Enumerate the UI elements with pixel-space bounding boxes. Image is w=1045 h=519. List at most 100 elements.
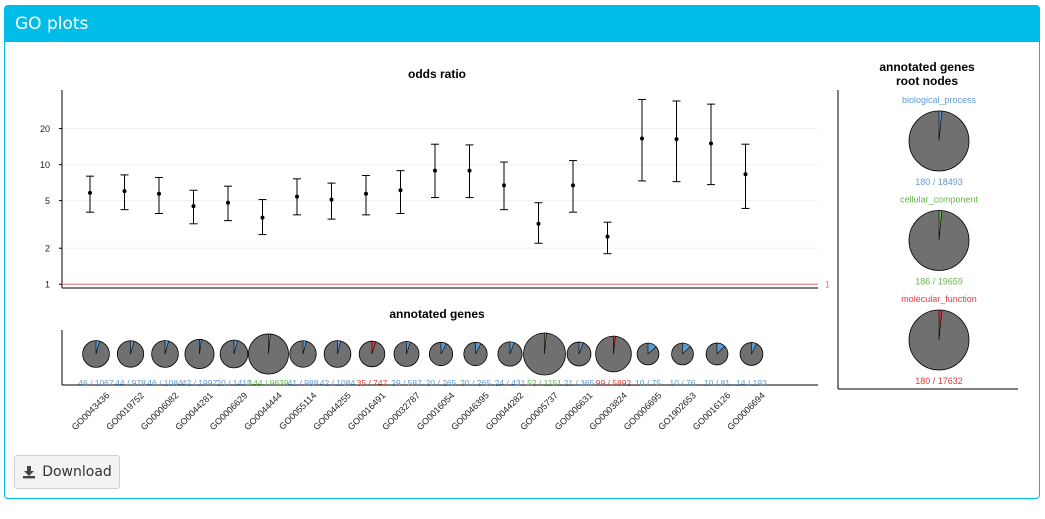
pie-count-label: 24 / 431 [495,378,526,388]
category-pie: 10 / 76 [670,342,696,388]
pie-slice [544,332,547,355]
root-node-count: 180 / 17632 [915,376,963,386]
odds-point-range [638,98,646,182]
odds-ratio-title: odds ratio [408,67,466,81]
odds-point-range [258,199,267,236]
pie-slice [682,342,691,355]
pie-slice [613,335,616,355]
root-nodes-title-line1: annotated genes [879,60,975,74]
y-tick-label: 5 [45,196,50,206]
odds-point [502,183,506,188]
pie-count-label: 44 / 978 [115,378,146,388]
download-label: Download [42,464,112,480]
odds-point-range [189,189,198,225]
odds-point-range [534,202,543,244]
odds-point-range [120,174,129,211]
category-pie: 20 / 265 [426,341,457,388]
pie-count-label: 42 / 1997 [182,378,218,388]
odds-point-range [396,170,405,215]
pie-count-label: 20 / 265 [460,378,491,388]
pie-count-label: 41 / 988 [288,378,319,388]
pie-count-label: 99 / 5892 [596,378,632,388]
pie-slice [95,340,100,355]
root-node-count: 180 / 18493 [915,177,963,187]
category-pie: 99 / 5892 [595,335,632,388]
category-pie: 24 / 431 [495,341,526,388]
odds-point-range [431,143,439,199]
odds-point [467,168,472,173]
root-node-name: molecular_function [901,294,977,304]
pie-count-label: 29 / 587 [391,378,422,388]
category-pie: 41 / 988 [288,340,319,388]
category-pie: 20 / 1415 [216,339,252,388]
odds-point [571,183,575,188]
reference-line-label: 1 [825,280,830,290]
root-nodes-title-line2: root nodes [896,74,958,88]
odds-point-range [465,144,474,199]
download-button[interactable]: Download [14,455,120,489]
odds-point [605,234,610,239]
pie-count-label: 20 / 265 [426,378,457,388]
pie-slice [268,333,271,355]
pie-count-label: 14 / 193 [736,378,767,388]
odds-point [226,200,230,205]
pie-count-label: 35 / 747 [357,378,388,388]
odds-point [433,168,437,173]
panel-title: GO plots [5,6,1039,42]
category-pie: 46 / 1067 [78,340,114,388]
odds-point-range [327,182,336,220]
pie-slice [647,342,657,355]
pie-count-label: 42 / 1084 [320,378,356,388]
category-pie: 29 / 587 [391,341,422,388]
pie-slice [371,340,377,355]
odds-point [329,197,334,202]
category-pie: 144 / 9639 [248,333,289,388]
root-node-pie: cellular_component 186 / 19659 [900,195,979,287]
odds-point-range [741,143,750,209]
odds-point [88,190,92,195]
go-plots-panel: GO plots [4,5,1040,499]
root-node-pie: molecular_function 180 / 17632 [901,294,977,386]
category-pie: 35 / 747 [357,340,388,388]
category-pie: 42 / 1997 [182,339,218,388]
odds-point [709,141,713,146]
odds-point [674,137,679,142]
pie-slice [440,342,447,355]
odds-point [398,188,403,193]
pie-count-label: 52 / 1151 [527,378,562,388]
pie-slice [337,340,342,355]
root-node-name: cellular_component [900,195,979,205]
pie-count-label: 21 / 365 [564,378,595,388]
category-pie: 46 / 1084 [147,340,183,388]
category-pie: 10 / 81 [704,342,730,388]
root-node-count: 186 / 19659 [915,277,963,287]
odds-point [260,215,265,220]
pie-slice [164,340,169,355]
odds-point-range [672,100,681,183]
category-pie: 52 / 1151 [523,332,566,388]
y-tick-label: 20 [40,124,50,134]
pie-slice [302,340,307,355]
pie-slice [233,339,239,355]
pie-slice [509,341,515,355]
root-node-name: biological_process [902,95,977,105]
odds-point [191,204,196,209]
odds-point-range [603,221,612,255]
pie-count-label: 10 / 81 [704,378,730,388]
pie-slice [716,342,726,355]
odds-point [295,194,299,199]
odds-point [364,191,368,196]
pie-count-label: 46 / 1084 [147,378,183,388]
pie-slice [406,341,411,355]
odds-point-range [293,178,301,216]
category-pie: 44 / 978 [115,340,146,388]
y-tick-label: 10 [40,160,50,170]
pie-slice [199,339,202,355]
odds-point [743,172,748,177]
odds-point [157,191,161,196]
y-tick-label: 1 [45,280,50,290]
odds-point [640,136,644,141]
category-pie: 10 / 75 [635,342,661,388]
category-pie: 42 / 1084 [320,340,356,388]
